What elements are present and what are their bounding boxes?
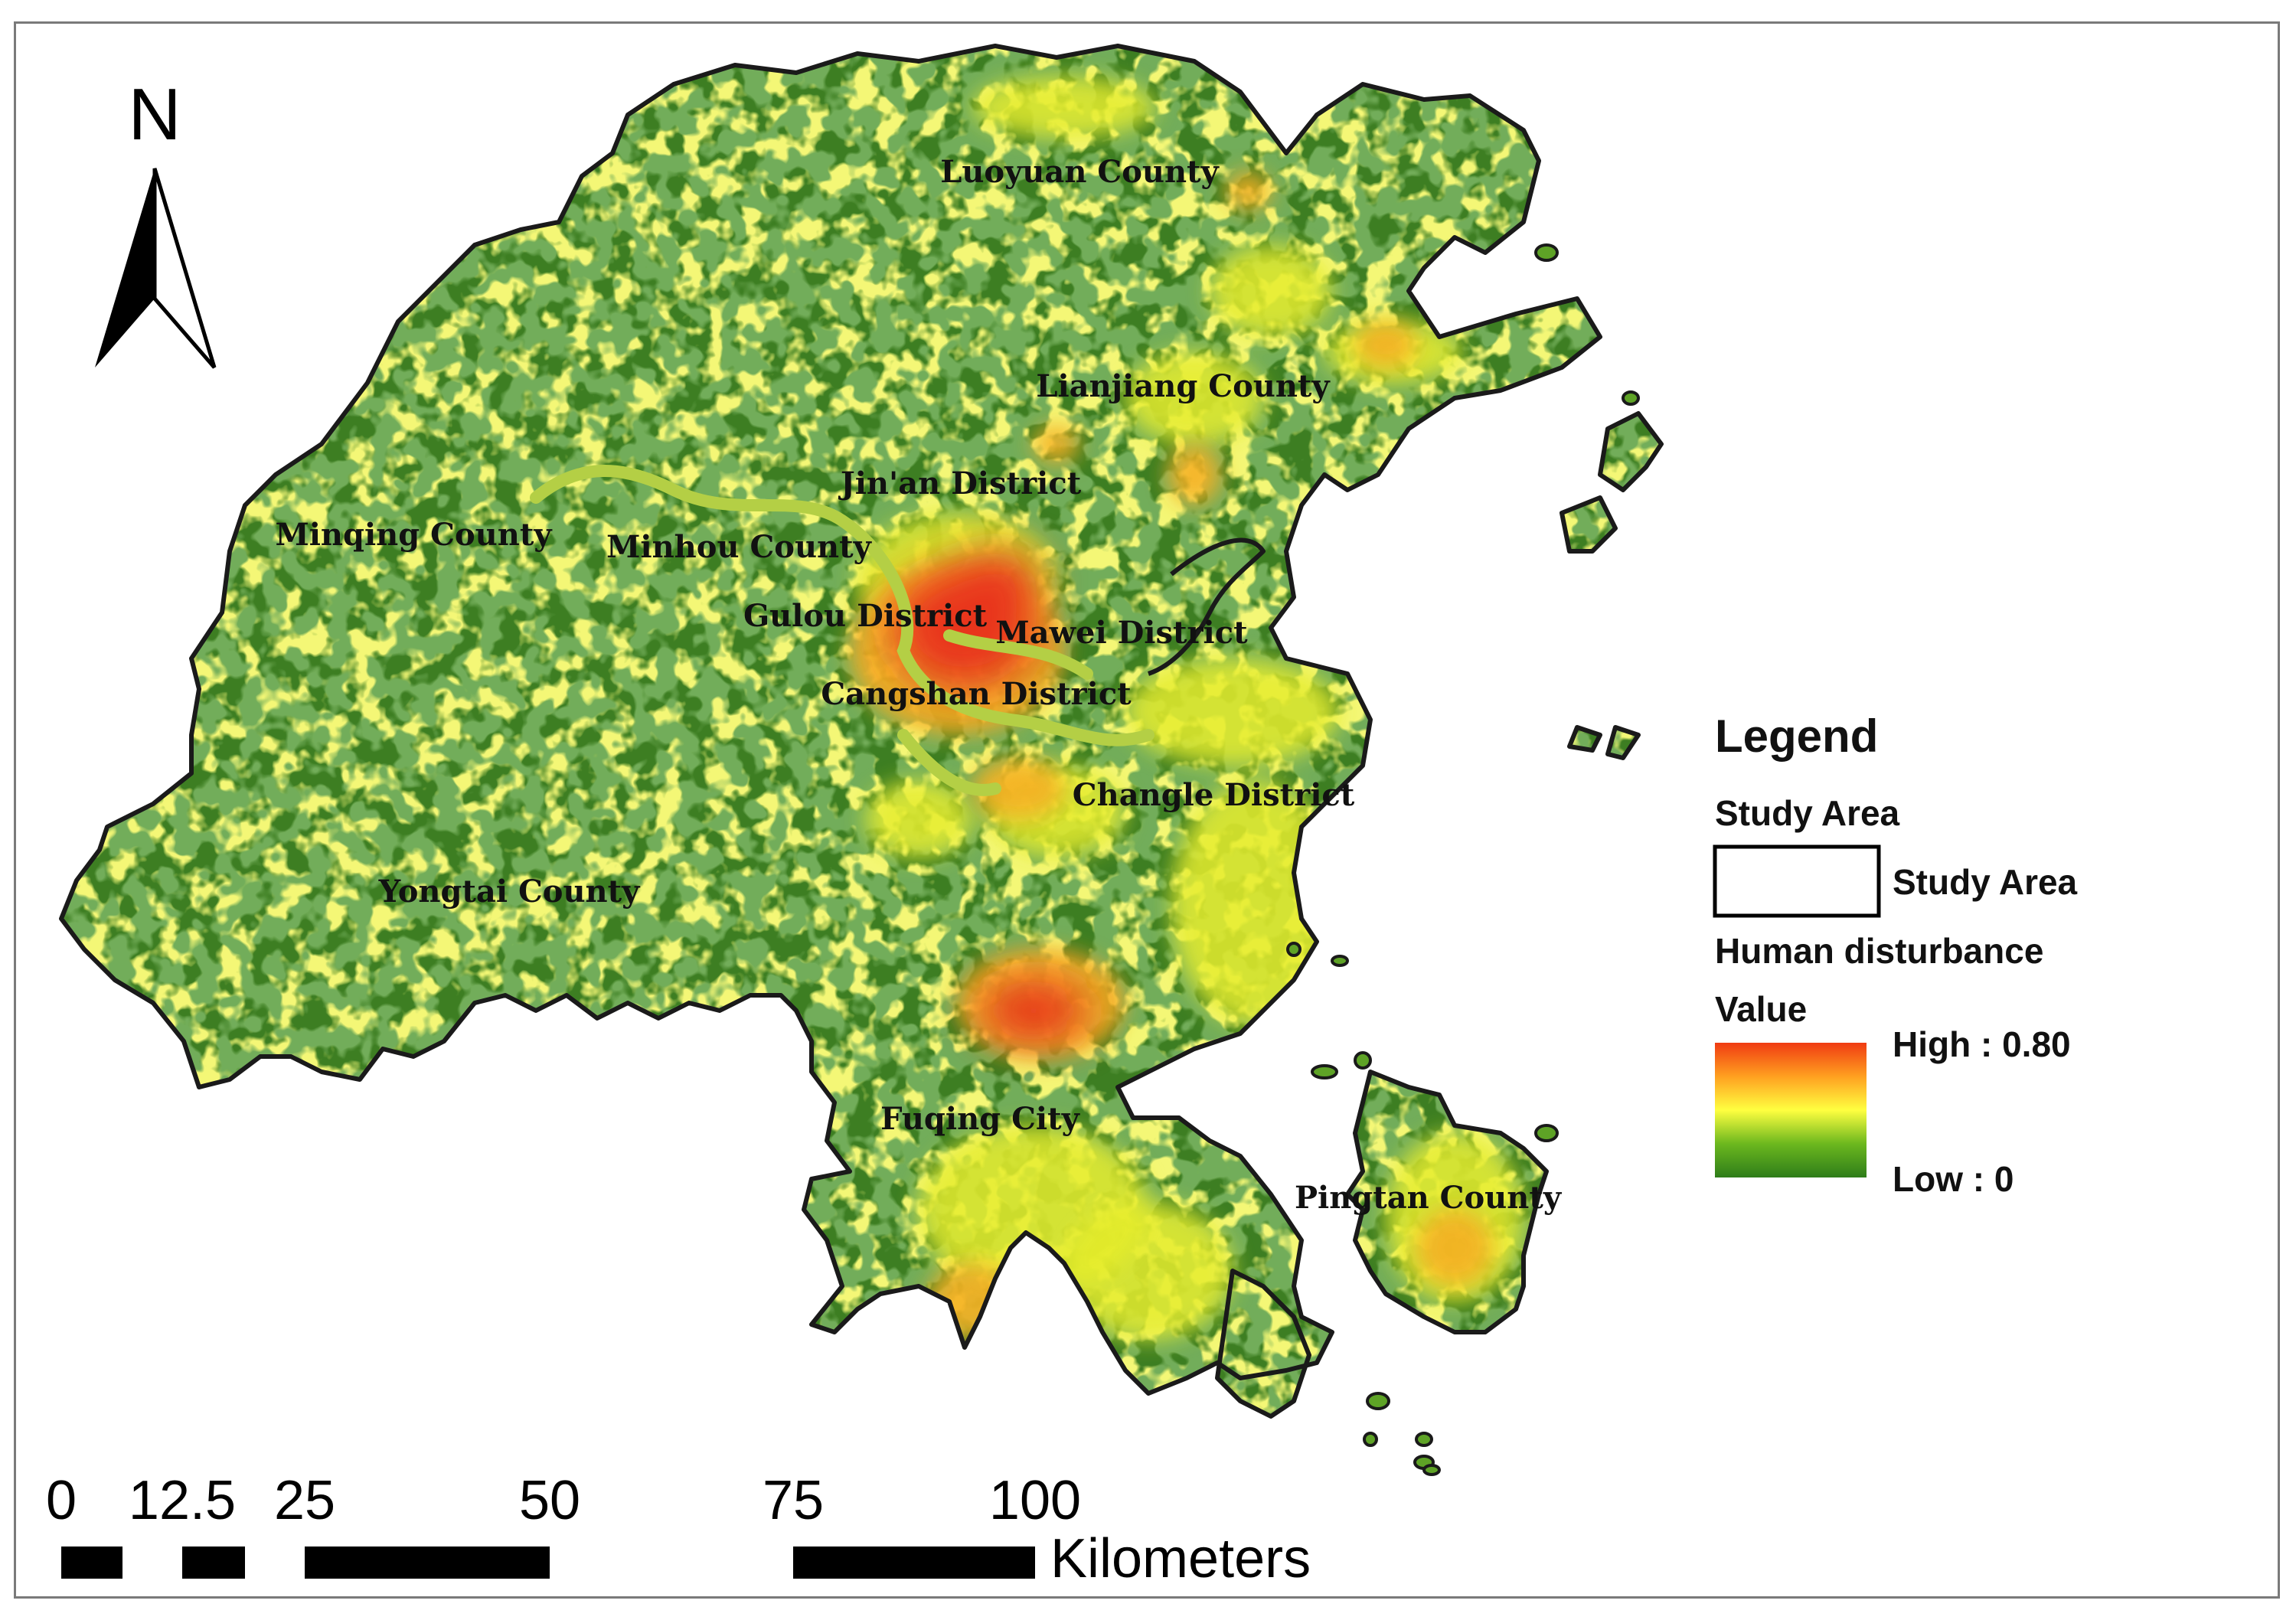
scale-tick-label: 100	[989, 1470, 1081, 1531]
high-disturbance-core	[892, 551, 1087, 1041]
study-area-boundary	[61, 46, 1664, 1419]
scale-segment	[182, 1547, 245, 1579]
north-arrow-right-half-icon	[152, 168, 217, 369]
legend-study-area-heading: Study Area	[1715, 793, 1900, 833]
place-label: Gulou District	[743, 598, 988, 634]
scale-tick-label: 25	[274, 1470, 335, 1531]
scale-segment	[305, 1547, 550, 1579]
place-label: Fuqing City	[880, 1101, 1080, 1137]
legend-title: Legend	[1715, 710, 1878, 762]
medium-disturbance-zones	[857, 77, 1524, 1340]
place-label: Yongtai County	[378, 874, 641, 910]
scale-bar: 0 12.5 25 50 75 100 Kilometers	[46, 1470, 1311, 1589]
north-letter: N	[128, 73, 181, 155]
scale-tick-label: 75	[763, 1470, 824, 1531]
legend-value-label: Value	[1715, 989, 1807, 1029]
legend-disturbance-heading: Human disturbance	[1715, 931, 2043, 971]
place-label: Minqing County	[275, 517, 553, 553]
legend: Legend Study Area Study Area Human distu…	[1713, 710, 2078, 1199]
scale-unit: Kilometers	[1050, 1528, 1311, 1589]
north-arrow-left-half-icon	[95, 168, 155, 367]
scale-tick-labels: 0 12.5 25 50 75 100	[46, 1470, 1081, 1531]
legend-low-label: Low : 0	[1893, 1159, 2013, 1199]
scale-tick-label: 12.5	[129, 1470, 236, 1531]
north-arrow: N	[95, 73, 217, 369]
place-label: Changle District	[1073, 777, 1355, 813]
place-labels: Luoyuan County Lianjiang County Jin'an Dis…	[275, 154, 1562, 1216]
legend-high-label: High : 0.80	[1893, 1024, 2071, 1064]
offshore-islets	[1286, 243, 1640, 1476]
place-label: Cangshan District	[821, 676, 1132, 712]
study-area-swatch	[1713, 844, 1881, 918]
scale-tick-label: 0	[46, 1470, 77, 1531]
scale-segment	[61, 1547, 122, 1579]
scale-tick-label: 50	[519, 1470, 580, 1531]
place-label: Pingtan County	[1295, 1180, 1563, 1216]
color-ramp	[1715, 1043, 1867, 1177]
place-label: Mawei District	[995, 615, 1248, 651]
scale-segment	[793, 1547, 1035, 1579]
place-label: Minhou County	[606, 529, 872, 565]
legend-study-area-label: Study Area	[1893, 862, 2078, 902]
place-label: Jin'an District	[838, 465, 1082, 501]
minjiang-river	[530, 465, 1155, 796]
place-label: Lianjiang County	[1036, 368, 1331, 404]
place-label: Luoyuan County	[940, 154, 1220, 190]
